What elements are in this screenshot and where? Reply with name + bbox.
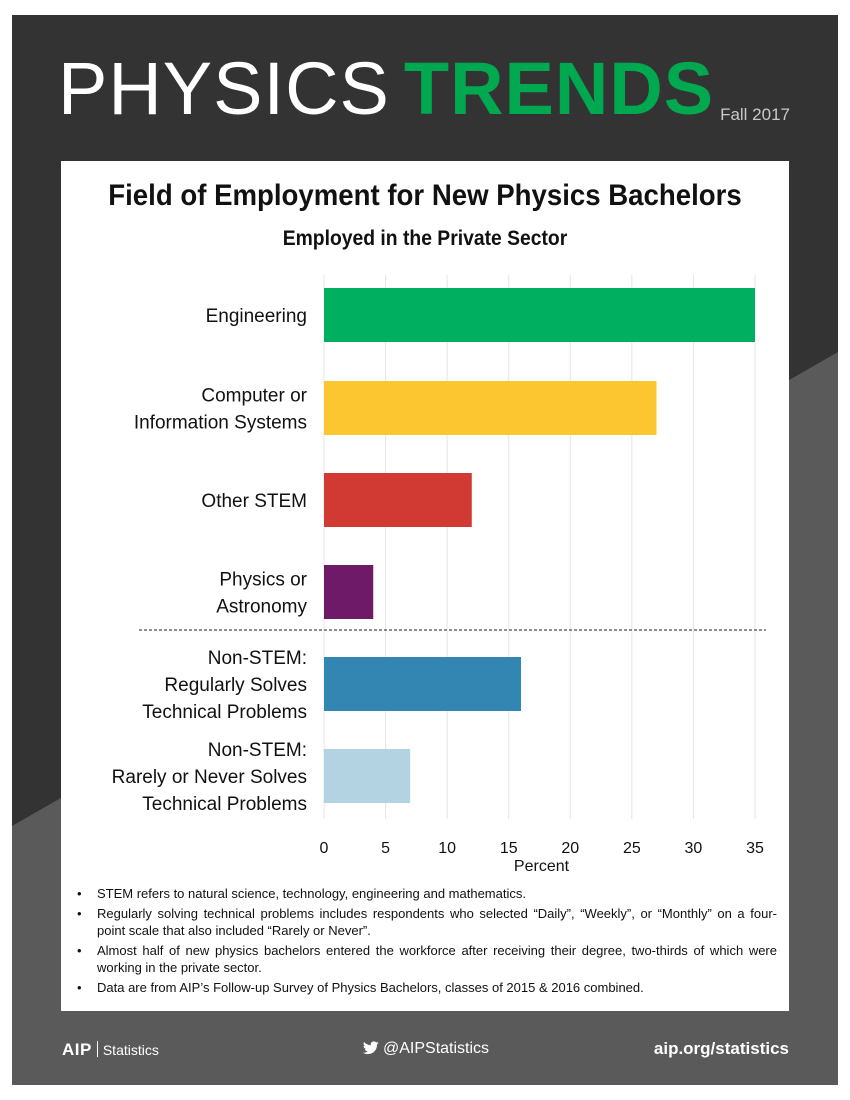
category-label: Non-STEM:	[208, 648, 307, 669]
bar	[324, 473, 472, 527]
masthead-trends: TRENDS	[403, 47, 715, 130]
category-label: Regularly Solves	[164, 675, 307, 696]
x-tick-label: 30	[685, 840, 703, 857]
brand-sub: Statistics	[102, 1042, 159, 1058]
bar	[324, 381, 657, 435]
brand-divider	[96, 1041, 98, 1057]
bar	[324, 657, 522, 711]
issue-date: Fall 2017	[720, 105, 790, 124]
bar	[324, 749, 411, 803]
footer-brand: AIP Statistics	[62, 1040, 159, 1060]
category-label: Physics or	[219, 570, 307, 591]
masthead-logo: PHYSICS TRENDS	[58, 52, 714, 126]
category-label: Technical Problems	[142, 702, 307, 723]
category-label: Technical Problems	[142, 794, 307, 815]
x-tick-label: 25	[623, 840, 641, 857]
bar	[324, 288, 755, 342]
x-tick-label: 35	[746, 840, 764, 857]
category-label: Engineering	[206, 306, 307, 327]
aip-logo: AIP	[62, 1040, 92, 1059]
footnotes: STEM refers to natural science, technolo…	[77, 885, 777, 999]
masthead-physics: PHYSICS	[58, 47, 390, 130]
footer-twitter[interactable]: @AIPStatistics	[362, 1040, 490, 1058]
footnote-item: STEM refers to natural science, technolo…	[77, 885, 777, 902]
website-link[interactable]: aip.org/statistics	[653, 1039, 789, 1058]
category-label: Computer or	[201, 386, 307, 407]
bar	[324, 565, 374, 619]
category-label: Non-STEM:	[208, 740, 307, 761]
category-label: Rarely or Never Solves	[112, 767, 307, 788]
twitter-icon	[362, 1041, 379, 1055]
x-axis-title: Percent	[514, 858, 570, 875]
x-tick-label: 15	[500, 840, 518, 857]
category-label: Information Systems	[134, 413, 307, 434]
x-tick-label: 10	[438, 840, 456, 857]
x-tick-label: 5	[381, 840, 390, 857]
chart-title: Field of Employment for New Physics Bach…	[108, 179, 742, 212]
bar-chart: 0 5 10 15 20 25 30 35 Percent Engineering Computer…	[112, 275, 766, 875]
chart-subtitle: Employed in the Private Sector	[282, 227, 568, 250]
chart-card: Field of Employment for New Physics Bach…	[61, 161, 789, 1011]
footnote-item: Data are from AIP’s Follow-up Survey of …	[77, 979, 777, 996]
footnote-item: Almost half of new physics bachelors ent…	[77, 942, 777, 976]
twitter-handle: @AIPStatistics	[383, 1040, 490, 1057]
category-label: Astronomy	[216, 597, 307, 618]
x-tick-label: 0	[320, 840, 329, 857]
footnote-item: Regularly solving technical problems inc…	[77, 905, 777, 939]
x-tick-label: 20	[561, 840, 579, 857]
category-label: Other STEM	[201, 491, 307, 512]
